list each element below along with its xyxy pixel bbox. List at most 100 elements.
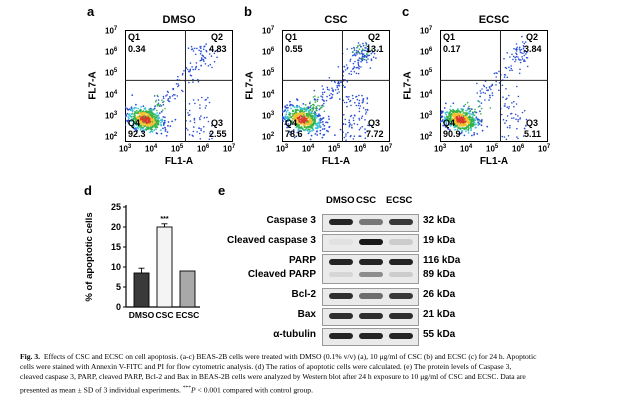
event-dot <box>518 46 521 49</box>
event-dot <box>308 112 310 114</box>
event-dot <box>154 118 156 121</box>
event-dot <box>189 74 192 76</box>
event-dot <box>137 127 139 130</box>
event-dot <box>452 102 455 105</box>
event-dot <box>216 56 218 59</box>
event-dot <box>354 54 357 57</box>
event-dot <box>188 81 190 84</box>
event-dot <box>489 107 492 109</box>
event-dot <box>307 123 310 126</box>
event-dot <box>473 114 476 116</box>
event-dot <box>348 72 350 75</box>
event-dot <box>442 124 445 127</box>
event-dot <box>347 98 350 101</box>
event-dot <box>295 109 298 112</box>
tick-base: 10 <box>420 90 429 100</box>
event-dot <box>182 72 184 75</box>
event-dot <box>311 103 314 106</box>
event-dot <box>361 115 364 117</box>
event-dot <box>360 117 363 119</box>
event-dot <box>323 91 326 93</box>
event-dot <box>521 111 524 114</box>
event-dot <box>155 125 158 127</box>
event-dot <box>306 115 308 117</box>
event-dot <box>466 112 468 114</box>
event-dot <box>293 106 296 109</box>
event-dot <box>361 94 363 97</box>
event-dot <box>299 118 301 121</box>
event-dot <box>141 131 144 133</box>
event-dot <box>354 60 356 63</box>
tick-exponent: 6 <box>520 144 525 150</box>
event-dot <box>357 104 360 107</box>
event-dot <box>348 119 351 121</box>
event-dot <box>447 122 450 125</box>
event-dot <box>295 111 297 114</box>
event-dot <box>517 119 519 121</box>
event-dot <box>138 109 141 112</box>
event-dot <box>289 124 292 127</box>
event-dot <box>351 126 353 129</box>
event-dot <box>467 120 469 122</box>
event-dot <box>342 123 345 125</box>
event-dot <box>127 122 130 125</box>
event-dot <box>189 62 192 64</box>
event-dot <box>296 104 298 107</box>
event-dot <box>364 109 367 111</box>
event-dot <box>303 110 306 113</box>
tick-exponent: 6 <box>205 144 210 150</box>
tick-base: 10 <box>486 144 495 154</box>
x-tick-label: 104 <box>145 144 157 154</box>
event-dot <box>314 133 317 135</box>
event-dot <box>461 123 463 125</box>
event-dot <box>320 95 322 97</box>
event-dot <box>522 47 525 50</box>
quadrant-q4-label: Q4 <box>285 118 298 128</box>
blot-band <box>389 219 413 225</box>
event-dot <box>337 88 339 91</box>
event-dot <box>143 115 146 117</box>
event-dot <box>305 121 308 123</box>
quadrant-q2-label: Q2 <box>368 32 381 42</box>
event-dot <box>302 103 305 105</box>
event-dot <box>132 123 135 126</box>
event-dot <box>168 100 171 103</box>
event-dot <box>338 91 340 93</box>
x-tick-label: 107 <box>538 144 550 154</box>
event-dot <box>199 107 201 109</box>
event-dot <box>194 53 197 56</box>
blot-kda-label: 55 kDa <box>423 329 456 340</box>
event-dot <box>353 46 355 49</box>
event-dot <box>356 98 359 101</box>
event-dot <box>344 118 346 121</box>
event-dot <box>506 52 508 54</box>
event-dot <box>314 113 316 116</box>
event-dot <box>452 122 455 124</box>
event-dot <box>162 97 165 99</box>
event-dot <box>508 94 510 97</box>
event-dot <box>501 135 504 138</box>
event-dot <box>343 101 346 104</box>
x-tick-label: 105 <box>171 144 183 154</box>
event-dot <box>133 112 136 115</box>
event-dot <box>350 104 352 107</box>
event-dot <box>468 112 471 115</box>
event-dot <box>204 63 207 65</box>
event-dot <box>164 107 166 110</box>
blot-band <box>389 259 413 265</box>
event-dot <box>150 111 152 114</box>
event-dot <box>305 122 307 125</box>
event-dot <box>371 51 374 53</box>
event-dot <box>300 121 302 124</box>
event-dot <box>495 76 497 78</box>
event-dot <box>523 42 526 45</box>
event-dot <box>352 97 354 100</box>
event-dot <box>287 126 289 129</box>
blot-band <box>359 313 383 319</box>
event-dot <box>199 118 201 121</box>
event-dot <box>188 70 191 73</box>
event-dot <box>198 68 200 71</box>
tick-base: 10 <box>420 132 429 142</box>
event-dot <box>346 67 349 70</box>
event-dot <box>524 53 527 55</box>
